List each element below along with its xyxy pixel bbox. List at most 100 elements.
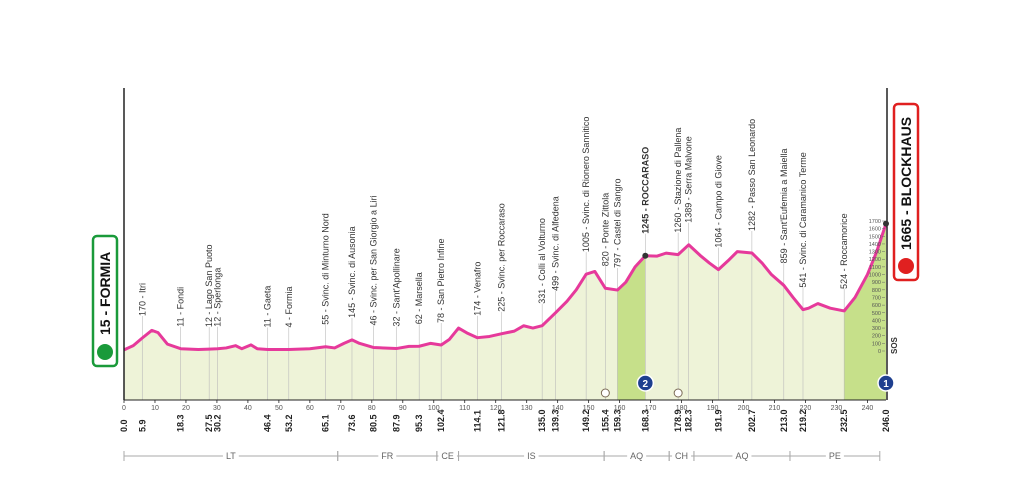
distance-label: 213.0 xyxy=(779,409,789,432)
profile-fill xyxy=(124,223,886,400)
finish-badge: 1665 - BLOCKHAUS xyxy=(892,102,920,282)
distance-label: 102.4 xyxy=(436,409,446,432)
x-tick-label: 80 xyxy=(368,405,376,412)
x-tick-label: 70 xyxy=(337,405,345,412)
x-tick-label: 140 xyxy=(552,405,564,412)
distance-label: 219.2 xyxy=(798,409,808,432)
waypoint-label: 78 - San Pietro Infine xyxy=(436,238,446,323)
waypoint-label: 46 - Svinc. per San Giorgio a Liri xyxy=(368,195,378,325)
waypoint-label: 524 - Roccamorice xyxy=(839,213,849,289)
climb-area xyxy=(617,255,646,400)
region-label: AQ xyxy=(735,451,748,461)
x-tick-label: 230 xyxy=(831,405,843,412)
start-label: 15 - FORMIA xyxy=(97,252,113,335)
x-tick-label: 120 xyxy=(490,405,502,412)
waypoint-label: 1282 - Passo San Leonardo xyxy=(747,119,757,231)
y-tick-label: 100 xyxy=(872,341,881,347)
kom-marker xyxy=(877,374,895,392)
region-label: AQ xyxy=(630,451,643,461)
profile-line xyxy=(123,223,888,352)
finish-label: 1665 - BLOCKHAUS xyxy=(898,117,914,250)
y-tick-label: 800 xyxy=(872,288,881,294)
finish-dot xyxy=(883,220,889,227)
sos-mark: SOS xyxy=(890,336,899,354)
distance-label: 0.0 xyxy=(119,419,129,432)
region-label: IS xyxy=(527,451,536,461)
distance-label: 65.1 xyxy=(321,414,331,432)
region-label-bg xyxy=(627,450,647,462)
x-tick-label: 240 xyxy=(862,405,874,412)
distance-label: 27.5 xyxy=(204,414,214,432)
waypoint-label: 1064 - Campo di Giove xyxy=(713,155,723,248)
x-tick-label: 190 xyxy=(707,405,719,412)
waypoint-label: 4 - Formia xyxy=(284,286,294,327)
distance-label: 87.9 xyxy=(391,414,401,432)
waypoint-label: 145 - Svinc. di Ausonia xyxy=(347,226,357,318)
region-label-bg xyxy=(524,450,539,462)
waypoint-label: 541 - Svinc. di Caramanico Terme xyxy=(798,152,808,287)
sprint-marker xyxy=(673,388,683,398)
distance-label: 232.5 xyxy=(839,409,849,432)
sprint-marker xyxy=(600,388,610,398)
region-label-bg xyxy=(825,450,844,462)
waypoint-label: 331 - Colli al Volturno xyxy=(537,218,547,304)
plot: 0.0 5.9 170 - Itri 18.3 11 - Fondi 27.5 12 - L… xyxy=(119,88,895,462)
waypoints: 0.0 5.9 170 - Itri 18.3 11 - Fondi 27.5 12 - L… xyxy=(119,117,891,432)
kom-label: 1 xyxy=(883,379,889,390)
waypoint-label: 62 - Marsella xyxy=(414,272,424,324)
profile-area xyxy=(124,223,886,400)
start-badge-frame xyxy=(91,234,119,368)
y-tick-label: 1600 xyxy=(869,227,881,233)
finish-icon xyxy=(898,258,914,274)
waypoint-label: 1389 - Serra Malvone xyxy=(684,136,694,223)
distance-label: 5.9 xyxy=(137,419,147,432)
waypoint-label: 225 - Svinc. per Roccaraso xyxy=(496,203,506,312)
distance-label: 155.4 xyxy=(600,409,610,432)
waypoint-label: 859 - Sant'Eufemia a Maiella xyxy=(779,149,789,264)
waypoint-label: 170 - Itri xyxy=(137,283,147,316)
distance-label: 73.6 xyxy=(347,414,357,432)
y-tick-label: 1100 xyxy=(869,265,881,271)
distance-label: 168.3 xyxy=(640,409,650,432)
y-tick-label: 1200 xyxy=(869,257,881,263)
distance-label: 114.1 xyxy=(472,410,482,432)
kom-marker xyxy=(636,374,655,392)
x-tick-label: 50 xyxy=(275,405,283,412)
waypoint-label: 12 - Lago San Puoto xyxy=(204,245,214,328)
region-label: FR xyxy=(381,451,393,461)
x-tick-label: 0 xyxy=(122,405,126,412)
y-tick-label: 300 xyxy=(872,326,881,332)
waypoint-label: 12 - Sperlonga xyxy=(213,268,223,327)
region-label-bg xyxy=(378,450,397,462)
profile-line xyxy=(123,223,888,352)
waypoint-label: 32 - Sant'Apollinare xyxy=(391,248,401,326)
summit-dot xyxy=(642,252,649,259)
distance-label: 95.3 xyxy=(414,414,424,432)
waypoint-label: 820 - Ponte Zittola xyxy=(600,193,610,267)
region-label-bg xyxy=(222,450,239,462)
x-tick-label: 20 xyxy=(182,405,190,412)
x-tick-label: 210 xyxy=(769,405,781,412)
y-tick-label: 200 xyxy=(872,334,881,340)
distance-label: 53.2 xyxy=(284,414,294,432)
x-tick-label: 110 xyxy=(459,405,470,412)
region-label-bg xyxy=(732,450,752,462)
y-tick-label: 1300 xyxy=(869,250,881,256)
x-tick-label: 10 xyxy=(151,405,159,412)
x-tick-label: 90 xyxy=(399,405,407,412)
y-tick-label: 1700 xyxy=(869,219,881,225)
waypoint-label: 11 - Fondi xyxy=(176,287,186,327)
start-icon xyxy=(97,344,113,360)
y-tick-label: 900 xyxy=(872,280,881,286)
distance-label: 46.4 xyxy=(263,414,273,432)
x-tick-label: 60 xyxy=(306,405,314,412)
distance-label: 246.0 xyxy=(881,409,891,432)
y-tick-label: 400 xyxy=(872,318,881,324)
region-label-bg xyxy=(438,450,457,462)
finish-badge-frame xyxy=(892,102,920,282)
x-tick-label: 180 xyxy=(676,405,688,412)
waypoint-label: 797 - Castel di Sangro xyxy=(612,178,622,268)
y-tick-label: 1500 xyxy=(869,234,881,240)
region-label-bg xyxy=(672,450,692,462)
